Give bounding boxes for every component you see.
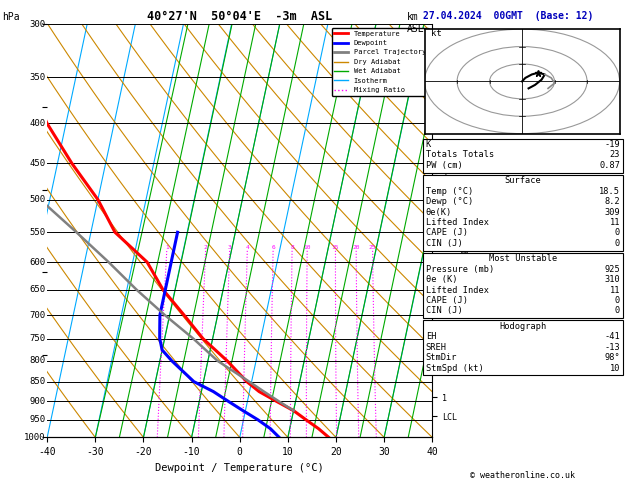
Text: 309: 309 (604, 208, 620, 217)
Text: CAPE (J): CAPE (J) (426, 228, 468, 238)
Text: 2: 2 (204, 245, 208, 250)
Text: Hodograph: Hodograph (499, 322, 547, 331)
Text: 10: 10 (610, 364, 620, 373)
Text: 350: 350 (30, 73, 46, 82)
Text: © weatheronline.co.uk: © weatheronline.co.uk (470, 471, 575, 480)
Text: CAPE (J): CAPE (J) (426, 296, 468, 305)
Text: 11: 11 (610, 286, 620, 295)
Text: 18.5: 18.5 (599, 187, 620, 196)
Text: 4: 4 (245, 245, 249, 250)
Text: StmDir: StmDir (426, 353, 457, 362)
Text: 1: 1 (165, 245, 169, 250)
Legend: Temperature, Dewpoint, Parcel Trajectory, Dry Adiabat, Wet Adiabat, Isotherm, Mi: Temperature, Dewpoint, Parcel Trajectory… (331, 28, 429, 96)
Text: 0: 0 (615, 228, 620, 238)
Text: Lifted Index: Lifted Index (426, 218, 489, 227)
Text: PW (cm): PW (cm) (426, 161, 462, 170)
Text: θe (K): θe (K) (426, 275, 457, 284)
Text: EH: EH (426, 332, 437, 341)
Text: Lifted Index: Lifted Index (426, 286, 489, 295)
Text: 20: 20 (352, 245, 360, 250)
Text: -13: -13 (604, 343, 620, 352)
Text: 925: 925 (604, 264, 620, 274)
Text: 750: 750 (30, 334, 46, 343)
Title: 40°27'N  50°04'E  -3m  ASL: 40°27'N 50°04'E -3m ASL (147, 10, 332, 23)
Text: Temp (°C): Temp (°C) (426, 187, 473, 196)
Text: Pressure (mb): Pressure (mb) (426, 264, 494, 274)
Text: 0: 0 (615, 307, 620, 315)
Text: CIN (J): CIN (J) (426, 239, 462, 248)
Text: 6: 6 (271, 245, 275, 250)
Text: 850: 850 (30, 377, 46, 386)
Text: 400: 400 (30, 119, 46, 127)
Text: 500: 500 (30, 195, 46, 204)
Text: 98°: 98° (604, 353, 620, 362)
Text: -19: -19 (604, 140, 620, 149)
Text: 8.2: 8.2 (604, 197, 620, 206)
Text: 0: 0 (615, 296, 620, 305)
Text: Dewp (°C): Dewp (°C) (426, 197, 473, 206)
Text: 550: 550 (30, 228, 46, 237)
Y-axis label: Mixing Ratio (g/kg): Mixing Ratio (g/kg) (460, 180, 469, 282)
Text: 1000: 1000 (25, 433, 46, 442)
X-axis label: Dewpoint / Temperature (°C): Dewpoint / Temperature (°C) (155, 463, 324, 473)
Text: 27.04.2024  00GMT  (Base: 12): 27.04.2024 00GMT (Base: 12) (423, 11, 593, 21)
Text: 15: 15 (331, 245, 339, 250)
Text: Totals Totals: Totals Totals (426, 151, 494, 159)
Text: 900: 900 (30, 397, 46, 406)
Text: hPa: hPa (2, 12, 19, 22)
Text: CIN (J): CIN (J) (426, 307, 462, 315)
Text: 600: 600 (30, 258, 46, 267)
Text: 300: 300 (30, 20, 46, 29)
Text: 23: 23 (610, 151, 620, 159)
Text: StmSpd (kt): StmSpd (kt) (426, 364, 484, 373)
Text: 25: 25 (369, 245, 376, 250)
Text: 650: 650 (30, 285, 46, 294)
Text: 700: 700 (30, 311, 46, 319)
Text: 450: 450 (30, 159, 46, 168)
Text: Surface: Surface (504, 176, 541, 185)
Text: 0.87: 0.87 (599, 161, 620, 170)
Text: 11: 11 (610, 218, 620, 227)
Text: 310: 310 (604, 275, 620, 284)
Text: kt: kt (431, 29, 442, 38)
Text: θe(K): θe(K) (426, 208, 452, 217)
Text: Most Unstable: Most Unstable (489, 254, 557, 263)
Text: -41: -41 (604, 332, 620, 341)
Text: 8: 8 (290, 245, 294, 250)
Text: 10: 10 (303, 245, 311, 250)
Text: K: K (426, 140, 431, 149)
Text: 0: 0 (615, 239, 620, 248)
Text: 3: 3 (228, 245, 231, 250)
Text: SREH: SREH (426, 343, 447, 352)
Text: km: km (407, 12, 419, 22)
Text: 800: 800 (30, 356, 46, 365)
Text: 950: 950 (30, 416, 46, 424)
Text: ASL: ASL (407, 24, 425, 35)
